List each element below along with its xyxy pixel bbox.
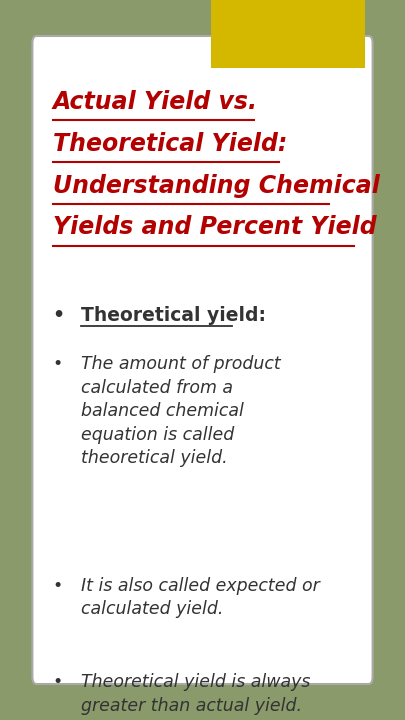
Text: Actual Yield vs.: Actual Yield vs. (53, 90, 258, 114)
FancyBboxPatch shape (32, 36, 373, 684)
Text: •: • (53, 306, 65, 325)
Text: The amount of product
calculated from a
balanced chemical
equation is called
the: The amount of product calculated from a … (81, 355, 281, 467)
Text: •: • (53, 673, 63, 691)
Text: •: • (53, 577, 63, 595)
Text: Understanding Chemical: Understanding Chemical (53, 174, 379, 197)
Text: Theoretical yield:: Theoretical yield: (81, 306, 266, 325)
Text: •: • (53, 355, 63, 373)
Text: Theoretical yield is always
greater than actual yield.: Theoretical yield is always greater than… (81, 673, 310, 715)
Text: Yields and Percent Yield: Yields and Percent Yield (53, 215, 376, 239)
Bar (211, 0, 364, 68)
Text: Theoretical Yield:: Theoretical Yield: (53, 132, 287, 156)
Text: It is also called expected or
calculated yield.: It is also called expected or calculated… (81, 577, 320, 618)
